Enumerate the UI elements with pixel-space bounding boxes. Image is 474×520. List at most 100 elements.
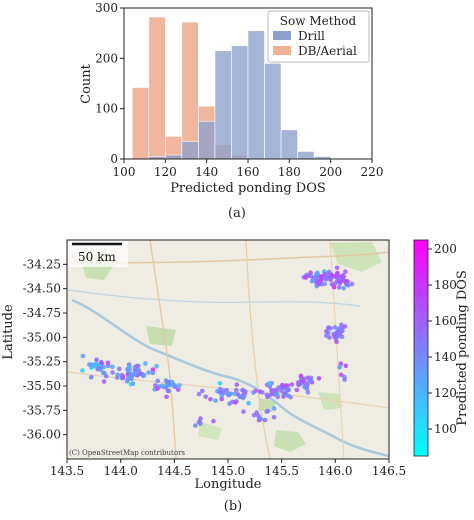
map-point (241, 393, 247, 399)
histogram-bars (131, 16, 331, 160)
map-point (80, 368, 85, 373)
colorbar-ramp (413, 239, 429, 457)
map-point (328, 325, 333, 331)
y-tick-label: -34.25 (23, 257, 61, 271)
map-point (172, 383, 178, 389)
map-point (332, 334, 337, 339)
x-tick-label: 160 (237, 165, 260, 179)
legend-label-drill: Drill (298, 29, 325, 43)
legend-swatch-db-aerial (273, 46, 291, 55)
map-point (340, 324, 345, 330)
scale-bar: 50 km (68, 241, 128, 267)
bar-drill (214, 50, 232, 160)
map-point (117, 366, 122, 372)
colorbar-tick-label: 180 (434, 278, 457, 292)
map-point (341, 286, 346, 291)
map-point (99, 360, 104, 366)
map-basemap: 50 km (C) OpenStreetMap contributors (67, 240, 389, 459)
map-point (175, 387, 181, 392)
y-tick-label: -36.00 (23, 428, 61, 442)
map-point (349, 281, 355, 287)
map-point (193, 423, 198, 428)
map-point (286, 387, 291, 393)
map-point (327, 335, 332, 340)
map-point (154, 363, 159, 369)
map-point (339, 334, 345, 340)
map-point (217, 390, 223, 395)
map-point (334, 265, 340, 271)
map-point (334, 272, 339, 278)
map-panel: 50 km (C) OpenStreetMap contributors 143… (1, 239, 470, 514)
map-point (110, 370, 115, 375)
map-point (114, 375, 120, 380)
map-point (340, 328, 345, 334)
y-tick-label: -35.50 (23, 379, 61, 393)
colorbar-tick-label: 120 (434, 386, 457, 400)
histogram-x-ticks: 100 120 140 160 180 200 220 (113, 159, 383, 179)
histogram-x-label: Predicted ponding DOS (170, 181, 326, 196)
map-point (164, 379, 170, 385)
map-point (274, 387, 280, 393)
colorbar: 100 120 140 160 180 200 Predicted ponding DOS (413, 239, 470, 457)
map-point (319, 274, 324, 279)
map-point (337, 364, 342, 370)
map-point (93, 361, 98, 367)
map-point (332, 325, 338, 330)
bar-drill (231, 45, 249, 160)
x-tick-label: 120 (154, 165, 177, 179)
map-point (219, 396, 225, 402)
y-tick-label: 200 (95, 51, 118, 65)
colorbar-tick-label: 160 (434, 314, 457, 328)
x-tick-label: 146.0 (318, 464, 352, 478)
map-point (342, 377, 347, 382)
forest-patch (146, 326, 176, 346)
map-point (254, 410, 259, 415)
colorbar-tick-label: 100 (434, 422, 457, 436)
map-point (88, 375, 94, 380)
map-point (305, 390, 311, 395)
map-point (136, 371, 142, 377)
map-point (213, 398, 218, 403)
map-point (325, 330, 331, 336)
map-point (143, 361, 148, 366)
map-point (240, 388, 245, 393)
road (149, 240, 177, 459)
x-tick-label: 145.0 (211, 464, 245, 478)
map-point (322, 281, 328, 287)
map-point (103, 373, 109, 379)
map-point (329, 272, 335, 278)
map-point (134, 363, 140, 369)
caption-b: (b) (224, 499, 242, 514)
legend-swatch-drill (273, 31, 291, 40)
map-point (196, 391, 202, 397)
x-tick-label: 146.5 (372, 464, 406, 478)
y-tick-label: 300 (95, 1, 118, 15)
forest-patch (330, 242, 382, 272)
map-point (338, 372, 344, 378)
scale-bar-label: 50 km (78, 250, 116, 264)
bar-drill (297, 151, 315, 160)
map-point (345, 283, 351, 288)
map-point (80, 353, 86, 359)
map-point (271, 406, 277, 411)
map-y-label: Latitude (1, 304, 16, 360)
map-point (95, 366, 101, 372)
y-tick-label: -35.25 (23, 355, 61, 369)
map-point (259, 390, 265, 395)
map-point (294, 387, 300, 393)
bar-drill (181, 141, 199, 160)
map-point (340, 273, 346, 278)
map-point (155, 378, 161, 384)
scale-bar-background (68, 241, 128, 267)
map-point (343, 363, 349, 369)
map-point (155, 386, 160, 391)
map-point (124, 378, 130, 384)
x-tick-label: 143.5 (50, 464, 84, 478)
bar-db-aerial (181, 21, 199, 160)
map-x-label: Longitude (195, 477, 262, 492)
map-point (326, 269, 332, 275)
map-point (165, 388, 171, 394)
map-point (224, 387, 229, 393)
map-point (128, 371, 133, 376)
